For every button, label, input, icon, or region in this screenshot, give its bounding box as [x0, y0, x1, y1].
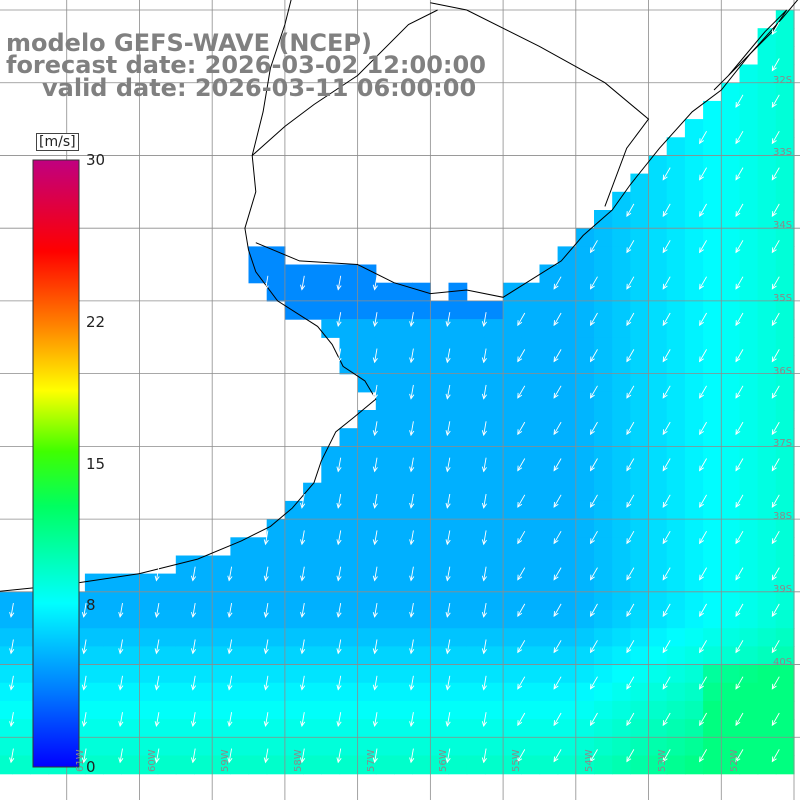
latitude-label: 35S [773, 292, 793, 304]
map-title-model: modelo GEFS-WAVE (NCEP) [6, 29, 372, 57]
longitude-label: 59W [220, 749, 232, 772]
colorbar-tick-label: 22 [86, 312, 106, 331]
longitude-label: 58W [292, 749, 304, 772]
longitude-label: 53W [656, 749, 668, 772]
longitude-label: 55W [511, 749, 523, 772]
longitude-label: 60W [147, 749, 159, 772]
latitude-label: 34S [773, 220, 793, 232]
map-title-valid-date: valid date: 2026-03-11 06:00:00 [42, 74, 477, 102]
colorbar-tick-label: 8 [86, 596, 96, 615]
longitude-label: 52W [729, 749, 741, 772]
colorbar-tick-label: 30 [86, 151, 106, 169]
latitude-label: 36S [773, 365, 793, 377]
longitude-label: 54W [583, 749, 595, 772]
latitude-label: 33S [773, 147, 793, 159]
latitude-label: 39S [773, 583, 793, 595]
colorbar-gradient [32, 159, 80, 768]
latitude-label: 38S [773, 511, 793, 523]
coastline [0, 0, 799, 592]
longitude-label: 61W [74, 749, 86, 772]
longitude-label: 56W [438, 749, 450, 772]
latitude-label: 40S [773, 656, 793, 668]
colorbar-tick-label: 15 [86, 454, 106, 473]
colorbar-tick-label: 0 [86, 758, 96, 776]
map-title-forecast-date: forecast date: 2026-03-02 12:00:00 [6, 51, 486, 79]
colorbar-units: [m/s] [36, 133, 79, 151]
latitude-label: 32S [773, 74, 793, 86]
latitude-label: 37S [773, 438, 793, 450]
longitude-label: 57W [365, 749, 377, 772]
colorbar [32, 159, 80, 768]
